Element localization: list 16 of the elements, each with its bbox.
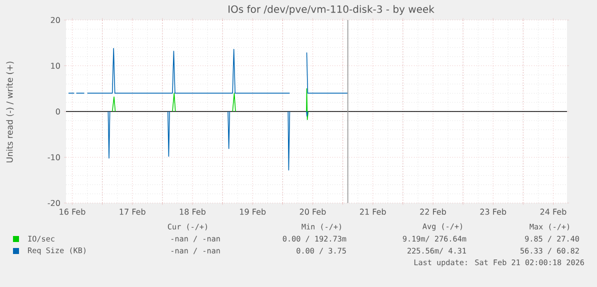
x-tick-label: 24 Feb [540,208,566,215]
y-tick-label: 10 [51,62,60,69]
x-tick-label: 22 Feb [420,208,446,215]
y-tick-label: -20 [48,200,60,206]
x-tick-label: 23 Feb [480,208,506,215]
x-tick-label: 18 Feb [180,208,206,215]
x-tick-label: 19 Feb [240,208,266,215]
y-tick-label: -10 [48,154,60,160]
y-tick-label: 20 [50,16,60,24]
x-tick-label: 16 Feb [60,208,86,215]
y-tick-label: 0 [56,108,60,115]
x-tick-label: 20 Feb [300,208,326,215]
x-tick-label: 21 Feb [360,208,386,215]
x-tick-label: 17 Feb [120,208,146,215]
chart-title: IOs for /dev/pve/vm-110-disk-3 - by week [228,5,434,15]
y-axis-title: Units read (-) / write (+) [6,62,14,162]
